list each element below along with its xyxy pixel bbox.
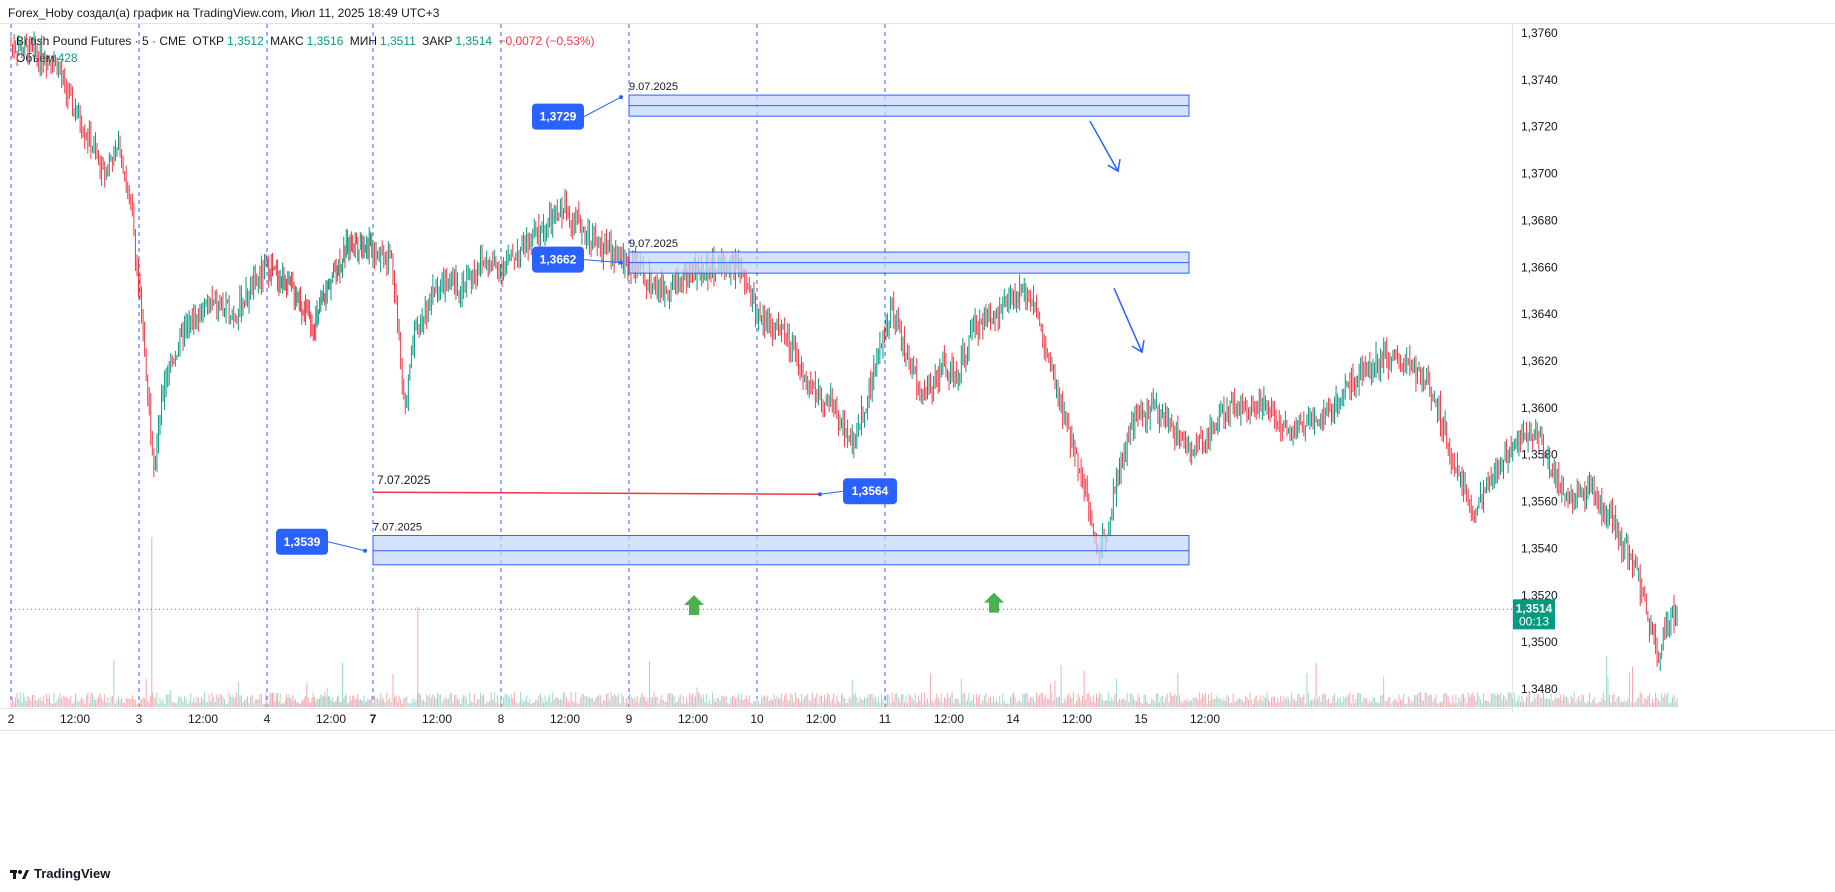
time-tick-label: 9 xyxy=(626,712,633,726)
down-arrow-icon xyxy=(1113,287,1143,353)
price-tick-label: 1,3540 xyxy=(1521,541,1558,555)
candles xyxy=(10,31,1678,671)
close-value: 1,3514 xyxy=(455,34,493,48)
level-price-callout xyxy=(843,478,897,505)
time-tick-label: 10 xyxy=(750,712,764,726)
price-tick-label: 1,3480 xyxy=(1521,682,1558,696)
time-tick-label: 12:00 xyxy=(678,712,708,726)
horizontal-level-line xyxy=(372,491,821,495)
time-tick-label: 3 xyxy=(136,712,143,726)
price-tick-label: 1,3600 xyxy=(1521,401,1558,415)
level-connector xyxy=(819,490,844,495)
volume-value: 428 xyxy=(57,51,78,65)
price-zone xyxy=(372,535,1190,566)
time-tick-label: 12:00 xyxy=(188,712,218,726)
price-tick-label: 1,3520 xyxy=(1521,588,1558,602)
price-tick-label: 1,3660 xyxy=(1521,260,1558,274)
last-price-label: 1,3514 xyxy=(1516,601,1553,615)
last-price-badge xyxy=(1513,599,1555,630)
open-value: 1,3512 xyxy=(227,34,264,48)
chart-caption: Forex_Hoby создал(а) график на TradingVi… xyxy=(8,6,440,20)
callout-connector xyxy=(327,541,366,552)
symbol-legend: British Pound Futures · 5 · CME ОТКР 1,35… xyxy=(16,34,598,48)
zone-date-label: 7.07.2025 xyxy=(373,522,422,534)
price-tick-label: 1,3760 xyxy=(1521,26,1558,40)
callout-anchor xyxy=(363,548,367,553)
time-tick-label: 12:00 xyxy=(1190,712,1220,726)
time-tick-label: 12:00 xyxy=(60,712,90,726)
zone-date-label: 9.07.2025 xyxy=(629,238,678,250)
price-tick-label: 1,3680 xyxy=(1521,213,1558,227)
time-tick-label: 12:00 xyxy=(806,712,836,726)
price-tick-label: 1,3640 xyxy=(1521,307,1558,321)
price-axis-border xyxy=(1512,23,1513,713)
brand-label: TradingView xyxy=(34,866,111,881)
countdown-label: 00:13 xyxy=(1519,614,1549,628)
zone-price-label: 1,3662 xyxy=(540,253,577,267)
time-axis-border xyxy=(0,708,1512,709)
down-arrow-head-icon xyxy=(1131,340,1145,354)
callout-connector xyxy=(583,96,622,118)
time-tick-label: 8 xyxy=(498,712,505,726)
price-tick-label: 1,3620 xyxy=(1521,354,1558,368)
time-tick-label: 11 xyxy=(879,712,892,726)
up-arrow-icon xyxy=(984,592,1004,613)
change-value: −0,0072 (−0,53%) xyxy=(498,34,595,48)
open-label: ОТКР xyxy=(192,34,225,48)
chart-top-border xyxy=(0,23,1835,24)
chart-bottom-border xyxy=(0,730,1835,731)
tradingview-brand[interactable]: TradingView xyxy=(10,866,110,881)
zone-price-callout xyxy=(276,528,328,555)
zone-price-label: 1,3539 xyxy=(284,535,321,549)
low-value: 1,3511 xyxy=(380,34,416,48)
close-label: ЗАКР xyxy=(422,34,453,48)
time-tick-label: 4 xyxy=(264,712,271,726)
price-tick-label: 1,3580 xyxy=(1521,448,1558,462)
price-tick-label: 1,3500 xyxy=(1521,635,1558,649)
low-label: МИН xyxy=(349,34,377,48)
time-tick-label: 2 xyxy=(8,712,15,726)
callout-connector xyxy=(583,259,622,264)
down-arrow-head-icon xyxy=(1107,159,1121,173)
time-tick-label: 12:00 xyxy=(934,712,964,726)
time-tick-label: 12:00 xyxy=(550,712,580,726)
down-arrow-icon xyxy=(1089,120,1119,172)
price-tick-label: 1,3700 xyxy=(1521,167,1558,181)
price-tick-label: 1,3560 xyxy=(1521,495,1558,509)
zone-date-label: 9.07.2025 xyxy=(629,81,678,93)
time-tick-label: 15 xyxy=(1134,712,1148,726)
time-tick-label: 12:00 xyxy=(422,712,452,726)
zone-price-callout xyxy=(532,103,584,130)
time-tick-label: 12:00 xyxy=(316,712,346,726)
callout-anchor xyxy=(619,260,623,265)
price-tick-label: 1,3740 xyxy=(1521,73,1558,87)
tradingview-logo-icon xyxy=(10,869,29,879)
level-price-label: 1,3564 xyxy=(852,484,889,498)
level-date-label: 7.07.2025 xyxy=(377,473,431,487)
callout-anchor xyxy=(619,95,623,100)
time-tick-label: 7 xyxy=(370,712,377,726)
symbol-name[interactable]: British Pound Futures · 5 · CME xyxy=(16,34,187,48)
time-tick-label: 14 xyxy=(1006,712,1020,726)
up-arrow-icon xyxy=(684,595,704,615)
zone-price-label: 1,3729 xyxy=(540,110,577,124)
high-label: МАКС xyxy=(270,34,304,48)
zone-price-callout xyxy=(532,246,584,273)
volume-bars xyxy=(10,655,1678,707)
high-value: 1,3516 xyxy=(306,34,344,48)
price-tick-label: 1,3720 xyxy=(1521,120,1558,134)
time-tick-label: 12:00 xyxy=(1062,712,1092,726)
